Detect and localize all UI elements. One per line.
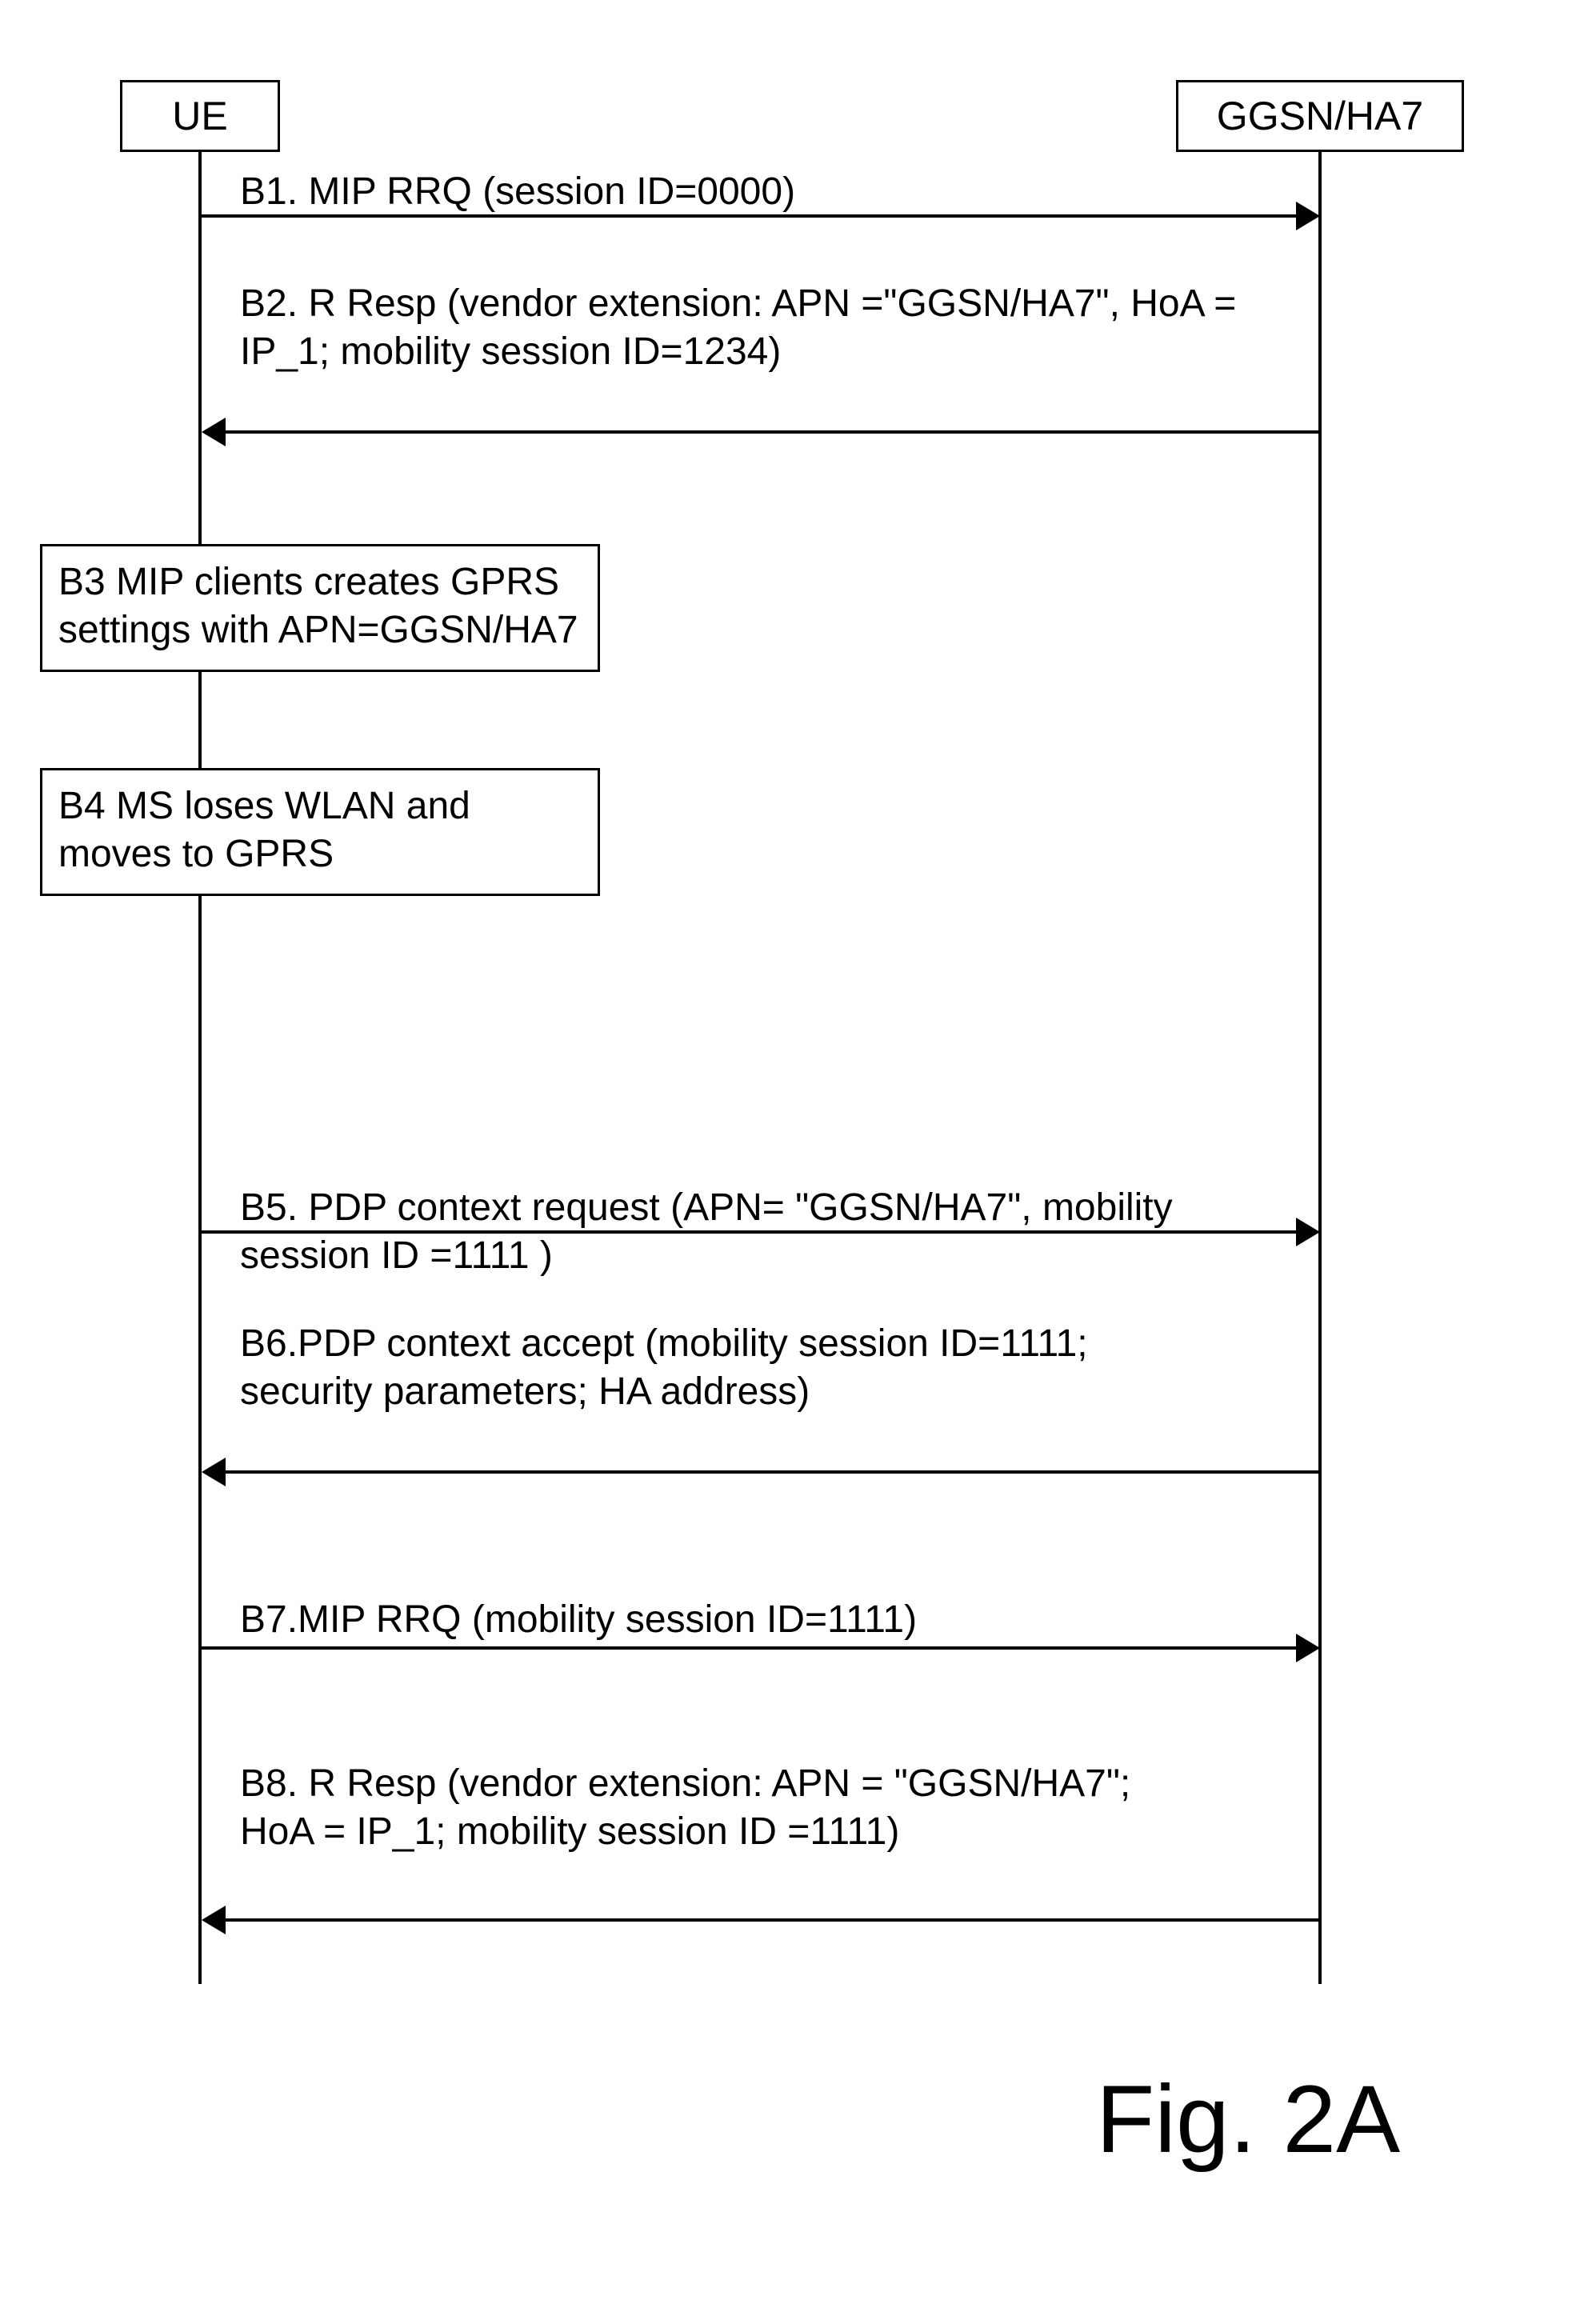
ue-lifeline-seg2 [198, 672, 202, 768]
ggsn-node: GGSN/HA7 [1176, 80, 1464, 152]
action-b4: B4 MS loses WLAN and moves to GPRS [40, 768, 600, 896]
ggsn-lifeline [1318, 152, 1322, 1984]
msg-b5-line [202, 1230, 1298, 1234]
msg-b2-line [224, 430, 1320, 434]
msg-b7-label: B7.MIP RRQ (mobility session ID=1111) [240, 1596, 917, 1644]
ue-lifeline-seg1 [198, 152, 202, 544]
msg-b8-label: B8. R Resp (vendor extension: APN = "GGS… [240, 1760, 1200, 1856]
msg-b1-label: B1. MIP RRQ (session ID=0000) [240, 168, 795, 216]
figure-label: Fig. 2A [1096, 2064, 1400, 2174]
msg-b7-arrowhead [1296, 1634, 1320, 1662]
msg-b6-label: B6.PDP context accept (mobility session … [240, 1320, 1184, 1416]
msg-b7-line [202, 1646, 1298, 1650]
ue-lifeline-seg3 [198, 896, 202, 1984]
msg-b6-line [224, 1470, 1320, 1474]
msg-b2-label: B2. R Resp (vendor extension: APN ="GGSN… [240, 280, 1264, 376]
msg-b1-arrowhead [1296, 202, 1320, 230]
msg-b2-arrowhead [202, 418, 226, 446]
action-b3: B3 MIP clients creates GPRS settings wit… [40, 544, 600, 672]
msg-b6-arrowhead [202, 1458, 226, 1486]
msg-b5-arrowhead [1296, 1218, 1320, 1246]
msg-b8-arrowhead [202, 1906, 226, 1934]
msg-b8-line [224, 1918, 1320, 1922]
msg-b1-line [202, 214, 1298, 218]
ue-label: UE [172, 93, 227, 139]
action-b4-text: B4 MS loses WLAN and moves to GPRS [58, 785, 470, 875]
ue-node: UE [120, 80, 280, 152]
action-b3-text: B3 MIP clients creates GPRS settings wit… [58, 561, 578, 651]
ggsn-label: GGSN/HA7 [1217, 93, 1423, 139]
